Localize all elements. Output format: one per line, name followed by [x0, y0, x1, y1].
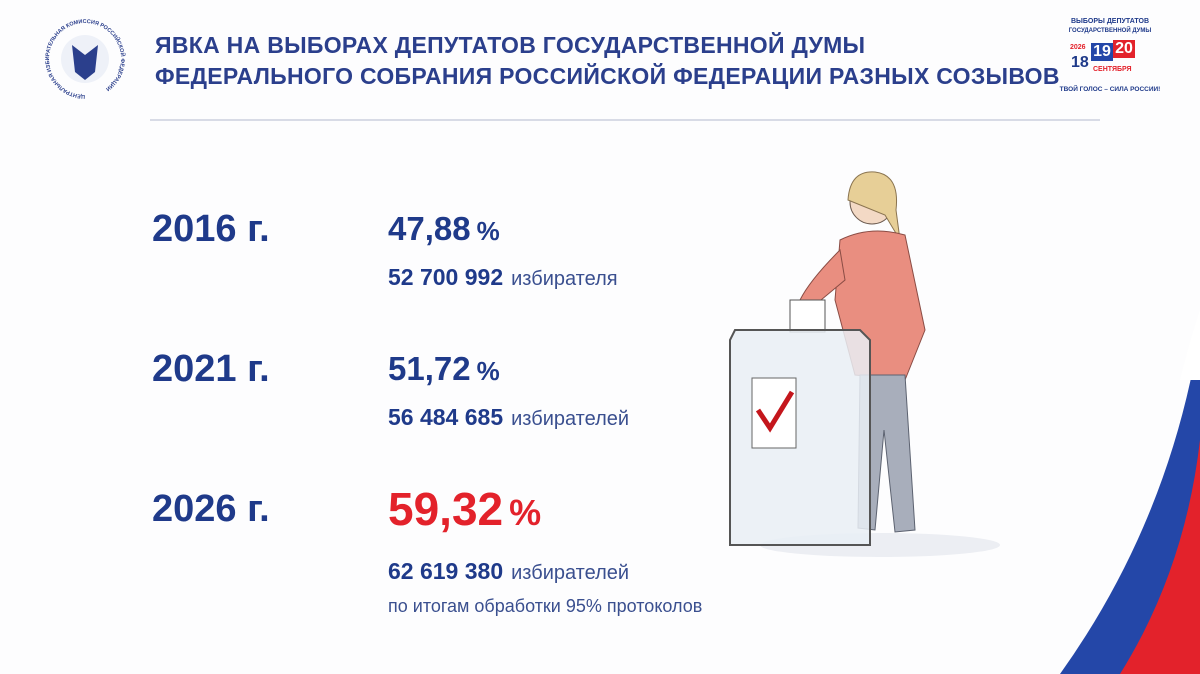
turnout: 59,32%	[388, 482, 541, 536]
turnout-value: 51,72	[388, 350, 471, 387]
turnout: 47,88%	[388, 210, 500, 248]
percent-sign: %	[476, 356, 500, 386]
badge-day: 19	[1091, 43, 1113, 61]
voters-count: 62 619 380	[388, 558, 504, 584]
badge-month: СЕНТЯБРЯ	[1093, 66, 1132, 73]
year: 2016 г.	[152, 208, 270, 250]
badge-slogan: ТВОЙ ГОЛОС – СИЛА РОССИИ!	[1059, 86, 1161, 93]
badge-day: 20	[1113, 40, 1135, 58]
voters-unit: избирателя	[511, 268, 618, 290]
title-line: ЯВКА НА ВЫБОРАХ ДЕПУТАТОВ ГОСУДАРСТВЕННО…	[155, 32, 866, 58]
turnout-value: 59,32	[388, 483, 504, 535]
voters-count: 52 700 992	[388, 264, 504, 290]
turnout: 51,72%	[388, 350, 500, 388]
badge-day: 18	[1071, 54, 1089, 71]
voters-count: 56 484 685	[388, 404, 504, 430]
emblem: ЦЕНТРАЛЬНАЯ ИЗБИРАТЕЛЬНАЯ КОМИССИЯ РОССИ…	[45, 19, 127, 99]
percent-sign: %	[509, 492, 542, 533]
flag-red	[1120, 440, 1200, 674]
year: 2021 г.	[152, 348, 270, 390]
voters: 56 484 685 избирателей	[388, 404, 629, 431]
title-line: ФЕДЕРАЛЬНОГО СОБРАНИЯ РОССИЙСКОЙ ФЕДЕРАЦ…	[155, 63, 1060, 89]
turnout-value: 47,88	[388, 210, 471, 247]
voters: 62 619 380 избирателей	[388, 558, 629, 585]
voters-unit: избирателей	[511, 562, 630, 584]
badge-year: 2026	[1070, 44, 1086, 51]
note: по итогам обработки 95% протоколов	[388, 596, 703, 616]
voters: 52 700 992 избирателя	[388, 264, 618, 291]
badge-line: ВЫБОРЫ ДЕПУТАТОВ	[1070, 18, 1150, 25]
voters-unit: избирателей	[511, 408, 630, 430]
percent-sign: %	[476, 216, 500, 246]
year: 2026 г.	[152, 488, 270, 530]
illustration	[729, 171, 1000, 557]
badge-line: ГОСУДАРСТВЕННОЙ ДУМЫ	[1068, 28, 1152, 34]
flag-white	[1180, 310, 1200, 380]
